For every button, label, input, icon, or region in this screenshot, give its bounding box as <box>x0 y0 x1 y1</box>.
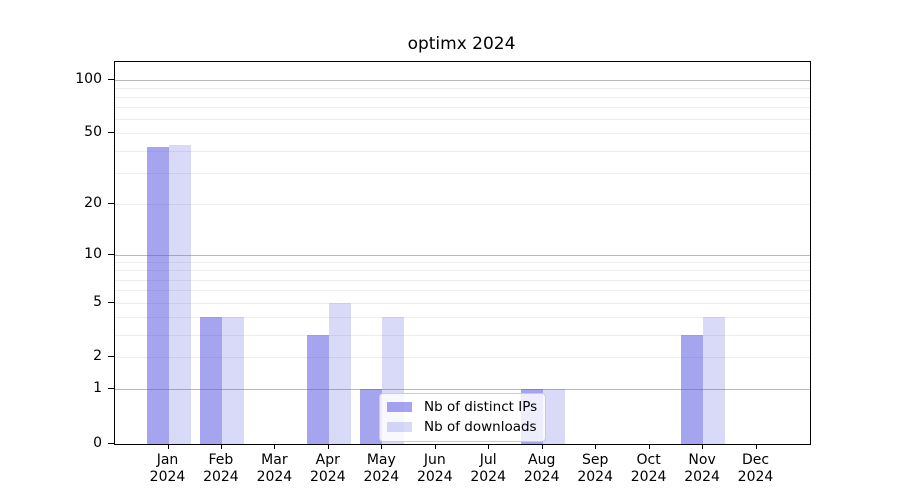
bar-distinct-ips-jan <box>146 146 169 444</box>
legend-swatch-downloads-icon <box>387 422 412 432</box>
x-tick-label-oct: Oct 2024 <box>630 452 667 485</box>
gridline-major-100 <box>115 79 810 81</box>
x-tick-mark-dec <box>755 444 757 449</box>
x-tick-mark-sep <box>595 444 597 449</box>
gridline-minor-20 <box>115 203 810 205</box>
x-tick-label-feb: Feb 2024 <box>203 452 239 485</box>
x-tick-label-apr: Apr 2024 <box>309 452 346 485</box>
x-tick-mark-mar <box>274 444 276 449</box>
gridline-minor-6 <box>115 290 810 292</box>
x-tick-label-mar: Mar 2024 <box>256 452 293 485</box>
bar-distinct-ips-apr <box>306 334 329 444</box>
y-tick-label-0: 0 <box>93 435 102 451</box>
bar-distinct-ips-nov <box>681 334 704 444</box>
x-tick-label-jan: Jan 2024 <box>149 452 186 485</box>
gridline-minor-50 <box>115 133 810 135</box>
x-tick-label-jul: Jul 2024 <box>470 452 506 485</box>
y-tick-mark-5 <box>108 301 114 303</box>
x-tick-mark-jun <box>434 444 436 449</box>
y-tick-label-10: 10 <box>84 245 102 262</box>
legend-row-downloads: Nb of downloads <box>387 419 537 435</box>
bar-downloads-jan <box>168 145 191 444</box>
x-tick-label-jun: Jun 2024 <box>416 452 453 485</box>
x-tick-mark-oct <box>648 444 650 449</box>
gridline-minor-80 <box>115 96 810 98</box>
gridline-major-10 <box>115 254 810 256</box>
legend-swatch-distinct-ips-icon <box>387 402 412 412</box>
x-tick-label-nov: Nov 2024 <box>684 452 720 485</box>
bar-downloads-nov <box>703 316 726 444</box>
bar-distinct-ips-may <box>360 389 383 444</box>
y-tick-label-20: 20 <box>84 194 102 211</box>
gridline-minor-90 <box>115 87 810 89</box>
legend-row-distinct-ips: Nb of distinct IPs <box>387 399 537 415</box>
y-tick-mark-0 <box>108 443 114 444</box>
gridline-minor-4 <box>115 316 810 318</box>
x-tick-label-may: May 2024 <box>363 452 400 485</box>
gridline-minor-60 <box>115 119 810 121</box>
y-tick-mark-50 <box>108 132 114 134</box>
x-tick-mark-jul <box>488 444 490 449</box>
y-tick-mark-100 <box>108 78 114 80</box>
gridline-minor-2 <box>115 357 810 359</box>
y-tick-label-1: 1 <box>93 380 102 397</box>
legend-label-distinct-ips: Nb of distinct IPs <box>424 399 538 415</box>
x-tick-mark-aug <box>541 444 543 449</box>
gridline-minor-9 <box>115 262 810 264</box>
gridline-major-1 <box>115 389 810 391</box>
bar-downloads-aug <box>542 389 565 444</box>
gridline-minor-8 <box>115 270 810 272</box>
y-tick-mark-2 <box>108 356 114 358</box>
gridline-minor-3 <box>115 334 810 336</box>
y-tick-label-2: 2 <box>93 348 102 365</box>
bar-downloads-feb <box>221 316 244 444</box>
legend: Nb of distinct IPs Nb of downloads <box>379 393 547 442</box>
bar-distinct-ips-feb <box>199 316 222 444</box>
y-tick-mark-1 <box>108 388 114 390</box>
gridline-minor-30 <box>115 172 810 174</box>
y-tick-mark-10 <box>108 253 114 255</box>
x-tick-mark-may <box>381 444 383 449</box>
x-tick-mark-nov <box>702 444 704 449</box>
x-tick-mark-jan <box>167 444 169 449</box>
plot-area <box>114 61 811 445</box>
x-tick-mark-apr <box>327 444 329 449</box>
x-tick-label-sep: Sep 2024 <box>577 452 613 485</box>
legend-label-downloads: Nb of downloads <box>424 419 537 435</box>
x-tick-label-dec: Dec 2024 <box>737 452 774 485</box>
y-tick-label-100: 100 <box>75 70 102 87</box>
y-tick-mark-20 <box>108 202 114 204</box>
gridline-minor-7 <box>115 279 810 281</box>
gridline-minor-70 <box>115 107 810 109</box>
x-tick-label-aug: Aug 2024 <box>523 452 560 485</box>
y-tick-label-50: 50 <box>84 124 102 141</box>
bar-downloads-apr <box>328 302 351 444</box>
x-tick-mark-feb <box>220 444 222 449</box>
chart-title: optimx 2024 <box>407 34 516 54</box>
gridline-minor-5 <box>115 302 810 304</box>
y-tick-label-5: 5 <box>93 293 102 310</box>
gridline-minor-40 <box>115 150 810 152</box>
